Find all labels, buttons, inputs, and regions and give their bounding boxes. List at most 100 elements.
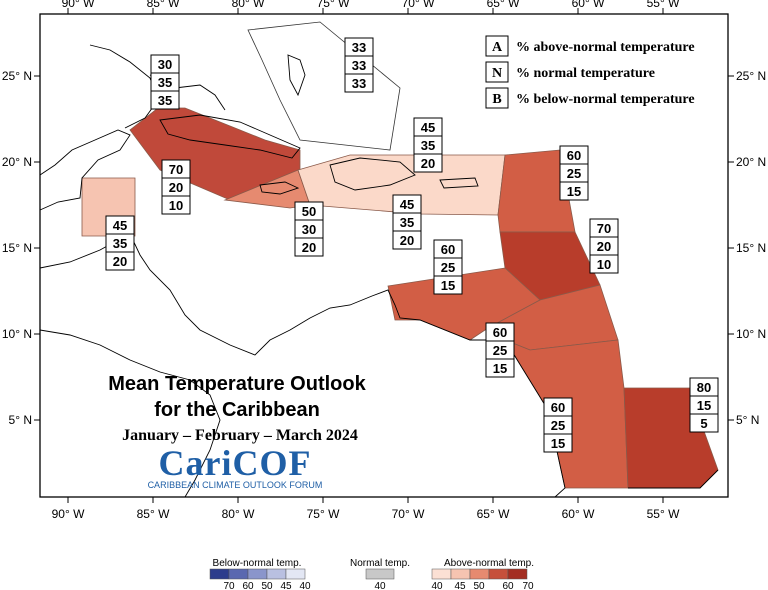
legend-swatch-normal bbox=[365, 568, 395, 580]
prob-normal: 20 bbox=[597, 239, 611, 254]
prob-below: 15 bbox=[441, 278, 455, 293]
prob-normal: 30 bbox=[302, 222, 316, 237]
prob-below: 33 bbox=[352, 76, 366, 91]
legend-tick: 40 bbox=[299, 581, 311, 590]
lat-label: 10° N bbox=[2, 327, 32, 341]
prob-below: 20 bbox=[400, 233, 414, 248]
lon-label-top: 55° W bbox=[647, 0, 680, 10]
prob-above: 30 bbox=[158, 57, 172, 72]
legend-swatch bbox=[247, 568, 268, 580]
prob-box-windward: 70 20 10 bbox=[589, 218, 619, 274]
lon-label: 90° W bbox=[52, 507, 85, 521]
lat-label-right: 5° N bbox=[736, 413, 759, 427]
prob-box-suriname-guiana: 80 15 5 bbox=[689, 377, 719, 433]
prob-box-belize: 45 35 20 bbox=[105, 215, 135, 271]
mexico-coast bbox=[39, 129, 131, 211]
lat-label: 20° N bbox=[2, 155, 32, 169]
prob-box-jamaica: 50 30 20 bbox=[294, 201, 324, 257]
region-bahamas bbox=[247, 21, 401, 151]
prob-box-bahamas: 33 33 33 bbox=[344, 37, 374, 93]
prob-below: 10 bbox=[597, 257, 611, 272]
lon-label-top: 75° W bbox=[317, 0, 350, 10]
hispaniola-outline bbox=[329, 157, 416, 191]
prob-box-cuba: 70 20 10 bbox=[161, 159, 191, 215]
tick-marks bbox=[34, 8, 734, 503]
prob-normal: 35 bbox=[421, 138, 435, 153]
prob-below: 10 bbox=[169, 198, 183, 213]
legend-title-above: Above-normal temp. bbox=[444, 558, 534, 569]
pacific-coast bbox=[39, 329, 221, 498]
legend-swatch bbox=[507, 568, 528, 580]
prob-below: 20 bbox=[302, 240, 316, 255]
prob-above: 45 bbox=[113, 218, 127, 233]
prob-above: 60 bbox=[551, 400, 565, 415]
prob-above: 45 bbox=[421, 120, 435, 135]
prob-above: 50 bbox=[302, 204, 316, 219]
legend-tick: 45 bbox=[280, 581, 292, 590]
prob-normal: 20 bbox=[169, 180, 183, 195]
prob-normal: 35 bbox=[113, 236, 127, 251]
legend-tick: 70 bbox=[522, 581, 534, 590]
prob-above: 70 bbox=[169, 162, 183, 177]
prob-box-abc-islands: 60 25 15 bbox=[433, 239, 463, 295]
legend-swatches-below bbox=[209, 568, 306, 580]
prob-normal: 25 bbox=[441, 260, 455, 275]
legend-swatch bbox=[431, 568, 452, 580]
prob-below: 20 bbox=[113, 254, 127, 269]
prob-below: 20 bbox=[421, 156, 435, 171]
legend-swatch bbox=[469, 568, 490, 580]
prob-box-cuba-north: 30 35 35 bbox=[150, 54, 180, 110]
title-line-2: for the Caribbean bbox=[154, 399, 320, 421]
lon-label: 70° W bbox=[392, 507, 425, 521]
color-legend: Below-normal temp. 70 60 50 45 40 Normal… bbox=[209, 558, 534, 590]
prob-normal: 33 bbox=[352, 58, 366, 73]
prob-normal: 35 bbox=[400, 215, 414, 230]
lon-label: 55° W bbox=[647, 507, 680, 521]
logo-subtitle: CARIBBEAN CLIMATE OUTLOOK FORUM bbox=[148, 480, 323, 490]
title-line-1: Mean Temperature Outlook bbox=[108, 373, 366, 395]
key-label-normal: % normal temperature bbox=[516, 66, 655, 81]
key-letter-n: N bbox=[492, 66, 502, 81]
lat-label-right: 10° N bbox=[736, 327, 766, 341]
prob-above: 60 bbox=[567, 148, 581, 163]
legend-tick: 40 bbox=[374, 581, 386, 590]
lon-label: 60° W bbox=[562, 507, 595, 521]
lon-label-top: 70° W bbox=[402, 0, 435, 10]
lon-label-top: 90° W bbox=[62, 0, 95, 10]
legend-swatch bbox=[450, 568, 471, 580]
lon-label: 80° W bbox=[222, 507, 255, 521]
prob-above: 45 bbox=[400, 197, 414, 212]
prob-above: 70 bbox=[597, 221, 611, 236]
key-letter-a: A bbox=[492, 40, 503, 55]
prob-box-guyana: 60 25 15 bbox=[543, 397, 573, 453]
legend-tick: 50 bbox=[261, 581, 273, 590]
legend-swatch bbox=[228, 568, 249, 580]
coastlines bbox=[39, 44, 719, 498]
lat-label-right: 25° N bbox=[736, 69, 766, 83]
legend-title-below: Below-normal temp. bbox=[213, 558, 302, 569]
jamaica-outline bbox=[259, 181, 300, 195]
bahamas-islands bbox=[287, 54, 306, 97]
key-label-above: % above-normal temperature bbox=[516, 40, 695, 55]
prob-box-leeward: 60 25 15 bbox=[559, 145, 589, 201]
legend-swatch bbox=[488, 568, 509, 580]
prob-normal: 15 bbox=[697, 398, 711, 413]
title-block: Mean Temperature Outlook for the Caribbe… bbox=[108, 373, 366, 444]
guiana-coast bbox=[628, 469, 719, 489]
prob-above: 33 bbox=[352, 40, 366, 55]
legend-tick: 60 bbox=[502, 581, 514, 590]
key-letter-b: B bbox=[492, 92, 501, 107]
prob-box-trinidad: 60 25 15 bbox=[485, 322, 515, 378]
lat-label: 15° N bbox=[2, 241, 32, 255]
lat-label: 25° N bbox=[2, 69, 32, 83]
prob-below: 15 bbox=[551, 436, 565, 451]
key-label-below: % below-normal temperature bbox=[516, 92, 695, 107]
prob-box-hispaniola-south: 45 35 20 bbox=[392, 194, 422, 250]
lon-label-top: 60° W bbox=[572, 0, 605, 10]
lat-label-right: 15° N bbox=[736, 241, 766, 255]
prob-normal: 25 bbox=[493, 343, 507, 358]
legend-title-normal: Normal temp. bbox=[350, 558, 410, 569]
legend-tick: 60 bbox=[242, 581, 254, 590]
lon-label-top: 85° W bbox=[147, 0, 180, 10]
